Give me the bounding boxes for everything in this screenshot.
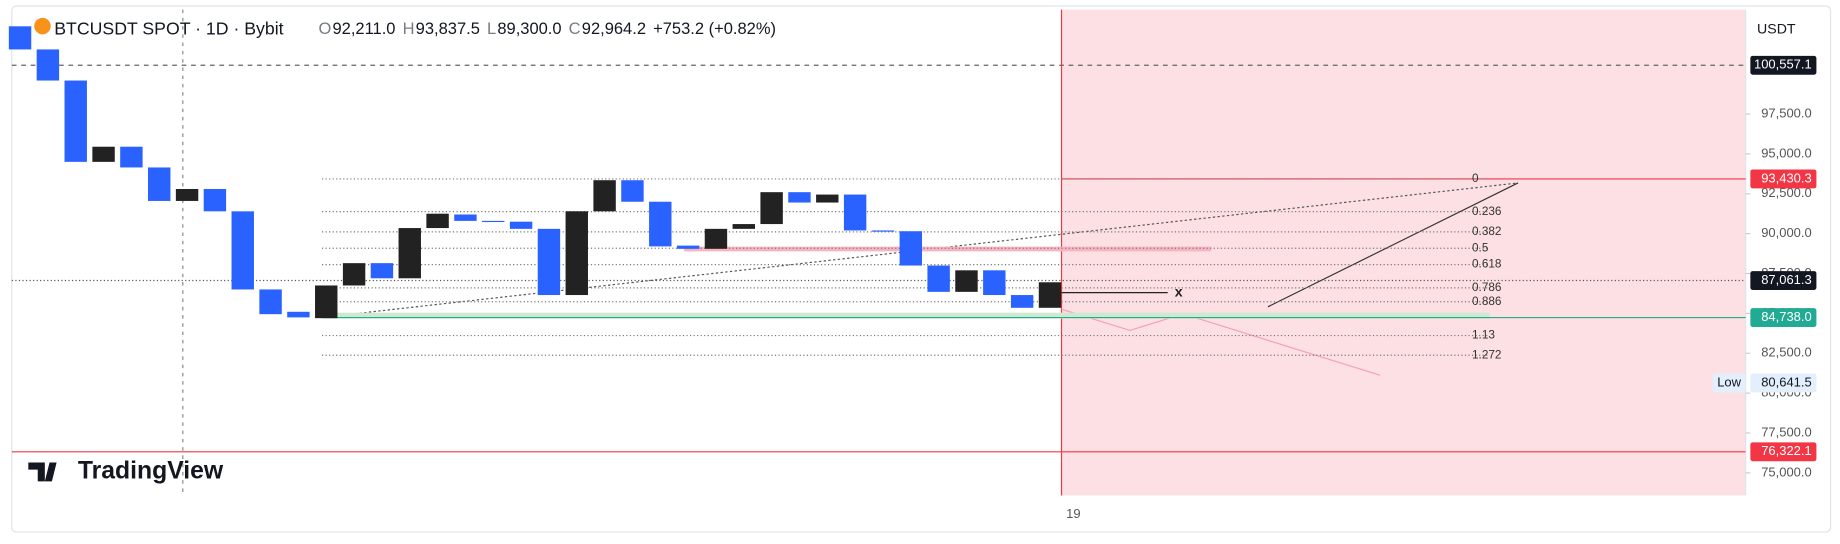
price-tag-name: Low bbox=[1717, 374, 1741, 389]
price-tag bbox=[1750, 308, 1817, 327]
fib-label: 0.5 bbox=[1472, 241, 1489, 254]
candle-body bbox=[871, 230, 895, 232]
candle-body bbox=[120, 146, 143, 168]
candle-body bbox=[1038, 282, 1062, 308]
y-tick-label: 75,000.0 bbox=[1761, 464, 1811, 479]
ohlc-key: L bbox=[487, 20, 496, 38]
fib-label: 0.886 bbox=[1472, 295, 1502, 308]
price-tag bbox=[1750, 442, 1817, 462]
candle-body bbox=[565, 211, 588, 296]
candle-body bbox=[148, 167, 171, 201]
price-tag bbox=[1750, 271, 1817, 290]
marker: x bbox=[1175, 283, 1183, 299]
price-tag-label: 80,641.5 bbox=[1761, 374, 1811, 389]
y-tick-label: 92,500.0 bbox=[1761, 185, 1811, 200]
fib-label: 1.272 bbox=[1472, 348, 1501, 361]
price-tag bbox=[1750, 55, 1817, 75]
price-tag-label: 87,061.3 bbox=[1761, 272, 1811, 287]
candle-body bbox=[509, 221, 533, 229]
price-tag bbox=[1750, 373, 1817, 393]
candle-body bbox=[788, 192, 811, 203]
price-tag-name-bg bbox=[1712, 373, 1746, 393]
candle-body bbox=[649, 201, 672, 247]
logo-icon bbox=[28, 462, 57, 482]
ohlc-value: 93,837.5 bbox=[416, 20, 480, 38]
arrow bbox=[1267, 182, 1519, 308]
ohlc-key: O bbox=[318, 20, 331, 38]
fib-label: 1.13 bbox=[1472, 329, 1495, 342]
candle-body bbox=[760, 192, 783, 225]
candle-body bbox=[482, 220, 505, 223]
candle-body bbox=[816, 194, 839, 203]
candle-body bbox=[983, 270, 1006, 296]
fib-label: 0.236 bbox=[1472, 205, 1502, 218]
ohlc-value: 92,964.2 bbox=[582, 20, 646, 38]
candle-body bbox=[398, 228, 421, 279]
currency: USDT bbox=[1757, 20, 1796, 36]
price-tag-label: 100,557.1 bbox=[1754, 57, 1812, 72]
y-tick-label: 77,500.0 bbox=[1761, 424, 1811, 439]
candle-body bbox=[36, 49, 60, 81]
ohlc-value: 92,211.0 bbox=[332, 20, 395, 38]
candle-body bbox=[899, 231, 923, 266]
candle-body bbox=[426, 213, 449, 229]
candle-body bbox=[593, 180, 616, 212]
projection bbox=[1061, 308, 1381, 376]
shaded-zone bbox=[1061, 9, 1746, 496]
candle-body bbox=[843, 194, 867, 231]
fib-label: 0.786 bbox=[1472, 281, 1502, 294]
symbol-title: BTCUSDT SPOT · 1D · Bybit bbox=[54, 18, 283, 38]
ohlc-key: H bbox=[403, 20, 415, 38]
coin-icon bbox=[34, 17, 51, 35]
logo: TradingView bbox=[78, 457, 224, 484]
candle-body bbox=[64, 80, 87, 162]
zone bbox=[322, 312, 1490, 319]
candle-body bbox=[955, 270, 978, 292]
candle-body bbox=[927, 265, 950, 292]
candle-body bbox=[203, 188, 227, 212]
price-tag-label: 93,430.3 bbox=[1761, 170, 1811, 185]
fib-label: 0.618 bbox=[1472, 258, 1502, 271]
price-tag-label: 84,738.0 bbox=[1761, 309, 1811, 324]
price-tag bbox=[1750, 169, 1817, 189]
candle-body bbox=[454, 214, 477, 221]
candle-body bbox=[621, 180, 644, 202]
ohlc-key: C bbox=[569, 20, 581, 38]
candle-body bbox=[342, 263, 366, 286]
candle-body bbox=[315, 285, 338, 319]
price-tag-label: 76,322.1 bbox=[1761, 443, 1811, 458]
fib-label: 0.382 bbox=[1472, 225, 1501, 238]
candle-body bbox=[704, 228, 728, 249]
zone bbox=[684, 246, 1212, 252]
candle-body bbox=[676, 245, 700, 249]
candle-body bbox=[92, 146, 115, 162]
y-tick-label: 95,000.0 bbox=[1761, 145, 1811, 160]
candle-body bbox=[1010, 295, 1034, 308]
candle-body bbox=[175, 188, 199, 201]
candle-body bbox=[370, 263, 394, 279]
candle-body bbox=[231, 211, 254, 290]
x-tick-label: 19 bbox=[1066, 506, 1080, 521]
ohlc-change: +753.2 (+0.82%) bbox=[653, 20, 776, 38]
y-tick-label: 90,000.0 bbox=[1761, 225, 1811, 240]
y-tick-label: 97,500.0 bbox=[1761, 105, 1811, 120]
y-tick-label: 82,500.0 bbox=[1761, 345, 1811, 360]
candle-body bbox=[259, 289, 282, 315]
candle-body bbox=[537, 228, 561, 296]
fib-label: 0 bbox=[1472, 172, 1479, 185]
candle-body bbox=[287, 311, 310, 318]
candle-body bbox=[8, 26, 32, 50]
candle-body bbox=[732, 224, 755, 229]
ohlc-value: 89,300.0 bbox=[497, 20, 561, 38]
